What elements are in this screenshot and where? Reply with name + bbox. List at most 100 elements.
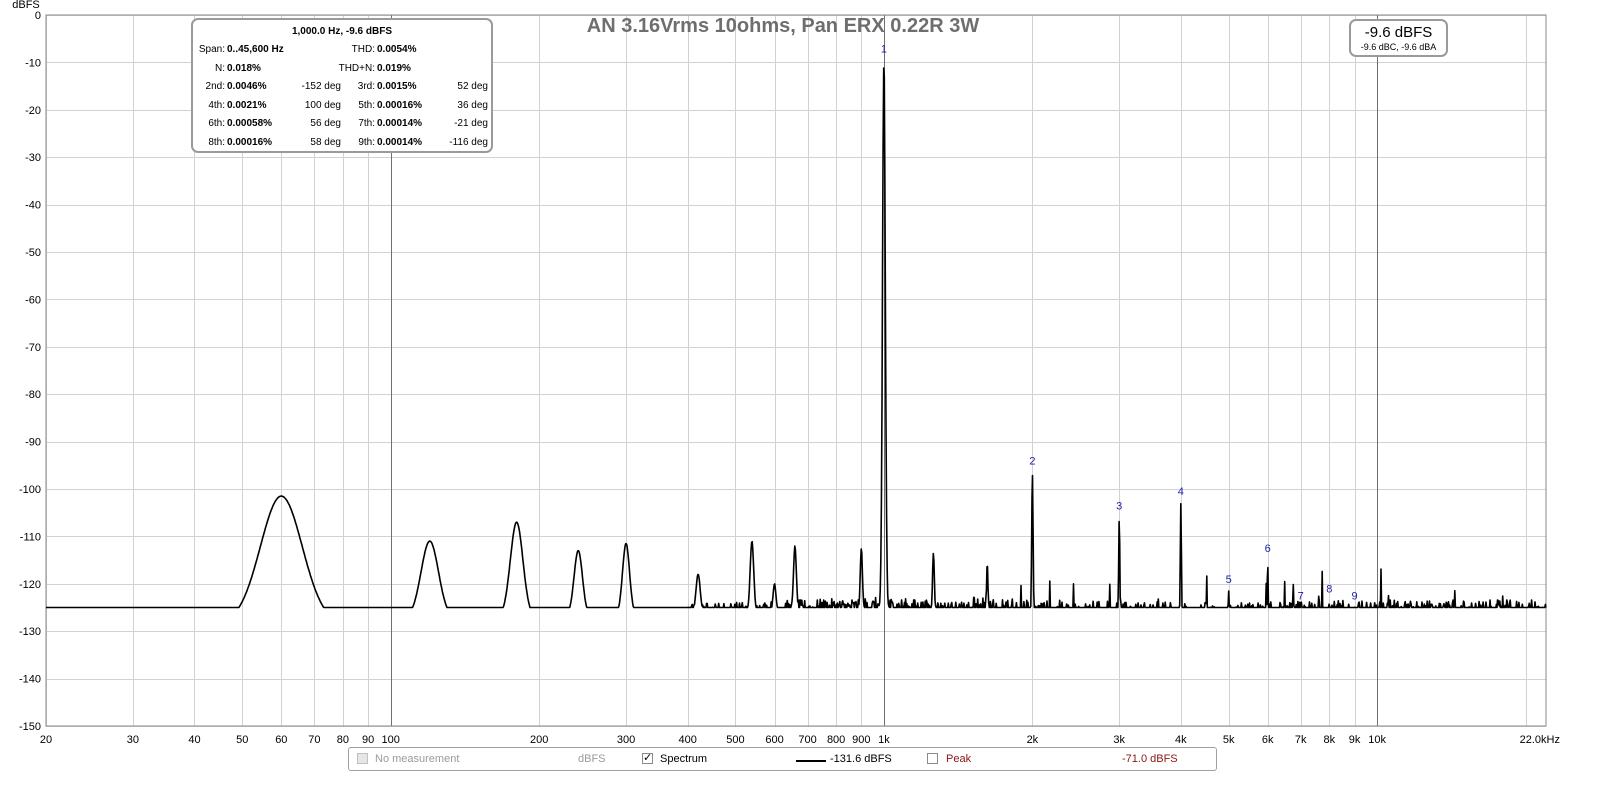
plot-frame bbox=[45, 14, 1547, 727]
y-tick-label: -40 bbox=[25, 200, 41, 212]
thdn-value: 0.019% bbox=[377, 62, 411, 74]
x-axis-ticks: 20 30 40 50 60 70 80 90 100 200 300 400 500 600 700 800… bbox=[40, 734, 1560, 746]
x-tick-label: 500 bbox=[726, 734, 744, 746]
harmonic-l1-cell: 2nd: bbox=[205, 81, 225, 93]
thd-value: 0.0054% bbox=[377, 44, 417, 55]
y-tick-label: -90 bbox=[25, 437, 41, 449]
harmonic-l2-cell: 3rd: bbox=[357, 81, 375, 93]
x-tick-label: 70 bbox=[308, 734, 320, 746]
harmonic-marker-label: 3 bbox=[1116, 500, 1122, 512]
span-label: Span: bbox=[198, 44, 225, 55]
distortion-info-panel: 1,000.0 Hz, -9.6 dBFS Span: 0..45,600 Hz… bbox=[191, 18, 493, 153]
x-tick-label: 900 bbox=[852, 734, 870, 746]
thd-label: THD: bbox=[351, 44, 375, 55]
harmonic-l2-cell: 9th: bbox=[358, 136, 375, 148]
y-tick-label: -130 bbox=[19, 626, 41, 638]
harmonic-d1-cell: -152 deg bbox=[301, 81, 341, 93]
harmonic-marker-label: 5 bbox=[1226, 574, 1232, 586]
harmonic-v2-cell: 0.0015% bbox=[377, 81, 417, 93]
spectrum-legend-label: Spectrum bbox=[660, 753, 708, 765]
harmonic-marker-label: 7 bbox=[1298, 591, 1304, 603]
n-value: 0.018% bbox=[227, 62, 261, 74]
y-tick-label: -110 bbox=[20, 531, 41, 543]
harmonic-d1-cell: 56 deg bbox=[310, 118, 341, 130]
harmonic-marker-label: 4 bbox=[1178, 486, 1184, 498]
peak-legend-value: -71.0 dBFS bbox=[1122, 753, 1178, 765]
harmonic-d2-cell: -21 deg bbox=[454, 118, 488, 130]
harmonic-v1-cell: 0.00058% bbox=[227, 118, 273, 130]
y-tick-label: -60 bbox=[25, 294, 41, 306]
x-tick-label: 30 bbox=[127, 734, 139, 746]
y-tick-label: 0 bbox=[35, 10, 41, 22]
x-tick-label: 300 bbox=[617, 734, 635, 746]
x-tick-label: 200 bbox=[530, 734, 548, 746]
x-tick-label: 9k bbox=[1349, 734, 1361, 746]
x-tick-label: 3k bbox=[1113, 734, 1125, 746]
level-main: -9.6 dBFS bbox=[1364, 24, 1433, 41]
spectrum-swatch bbox=[796, 760, 826, 762]
y-tick-label: -70 bbox=[25, 342, 41, 354]
harmonic-markers: 1 2 3 4 5 6 7 8 9 bbox=[881, 44, 1358, 603]
harmonic-marker-label: 1 bbox=[881, 44, 887, 56]
x-tick-label: 8k bbox=[1324, 734, 1336, 746]
spectrum-legend-value: -131.6 dBFS bbox=[830, 753, 892, 765]
chart-title: AN 3.16Vrms 10ohms, Pan ERX 0.22R 3W bbox=[587, 15, 980, 37]
x-tick-label: 20 bbox=[40, 734, 52, 746]
harmonic-l1-cell: 4th: bbox=[208, 99, 225, 111]
harmonic-d1-cell: 100 deg bbox=[304, 99, 341, 111]
harmonic-d2-cell: 36 deg bbox=[457, 99, 488, 111]
harmonic-d2-cell: 52 deg bbox=[457, 81, 488, 93]
thdn-label: THD+N: bbox=[338, 62, 375, 74]
harmonic-v2-cell: 0.00014% bbox=[377, 118, 423, 130]
n-label: N: bbox=[215, 62, 225, 74]
check-icon: ✓ bbox=[643, 752, 653, 764]
x-tick-label: 40 bbox=[188, 734, 200, 746]
harmonic-d2-cell: -116 deg bbox=[449, 136, 488, 148]
harmonic-marker-label: 2 bbox=[1029, 455, 1035, 467]
harmonic-v2-cell: 0.00014% bbox=[377, 136, 423, 148]
peak-checkbox[interactable] bbox=[927, 753, 938, 764]
x-tick-label: 600 bbox=[765, 734, 783, 746]
harmonic-l2-cell: 7th: bbox=[358, 118, 375, 130]
y-tick-label: -30 bbox=[25, 152, 41, 164]
y-tick-label: -140 bbox=[19, 674, 41, 686]
harmonic-l2-cell: 5th: bbox=[358, 99, 375, 111]
y-tick-label: -120 bbox=[19, 579, 41, 591]
harmonic-l1-cell: 6th: bbox=[208, 118, 225, 130]
no-measurement-label: No measurement bbox=[375, 753, 460, 765]
x-tick-label: 800 bbox=[827, 734, 845, 746]
y-tick-label: -10 bbox=[25, 57, 41, 69]
harmonic-marker-label: 9 bbox=[1351, 591, 1357, 603]
level-sub: -9.6 dBC, -9.6 dBA bbox=[1360, 42, 1437, 52]
harmonic-v1-cell: 0.0021% bbox=[227, 99, 267, 111]
x-tick-label: 22.0kHz bbox=[1520, 734, 1560, 746]
x-tick-label: 700 bbox=[798, 734, 816, 746]
x-tick-label: 60 bbox=[275, 734, 287, 746]
x-tick-label: 5k bbox=[1223, 734, 1235, 746]
x-tick-label: 6k bbox=[1262, 734, 1274, 746]
x-tick-label: 1k bbox=[878, 734, 890, 746]
x-tick-label: 10k bbox=[1368, 734, 1386, 746]
y-axis-ticks: 0 -10 -20 -30 -40 -50 -60 -70 -80 -90 -100 -110 -120… bbox=[19, 10, 41, 733]
harmonic-v1-cell: 0.00016% bbox=[227, 136, 273, 148]
harmonic-v1-cell: 0.0046% bbox=[227, 81, 267, 93]
y-axis-label: dBFS bbox=[12, 0, 40, 11]
y-tick-label: -100 bbox=[19, 484, 41, 496]
harmonic-marker-label: 6 bbox=[1265, 543, 1271, 555]
y-tick-label: -20 bbox=[25, 105, 41, 117]
x-tick-label: 90 bbox=[362, 734, 374, 746]
level-readout: -9.6 dBFS -9.6 dBC, -9.6 dBA bbox=[1349, 19, 1448, 57]
y-tick-label: -50 bbox=[25, 247, 41, 259]
y-tick-label: -80 bbox=[25, 389, 41, 401]
info-header: 1,000.0 Hz, -9.6 dBFS bbox=[291, 26, 393, 37]
x-tick-label: 7k bbox=[1295, 734, 1307, 746]
spectrum-checkbox[interactable]: ✓ bbox=[642, 753, 653, 764]
x-tick-label: 400 bbox=[678, 734, 696, 746]
x-tick-label: 80 bbox=[337, 734, 349, 746]
x-tick-label: 2k bbox=[1027, 734, 1039, 746]
legend-bar: No measurement dBFS ✓ Spectrum -131.6 dB… bbox=[348, 747, 1217, 771]
spectrum-series-line bbox=[45, 67, 1547, 609]
harmonic-v2-cell: 0.00016% bbox=[377, 99, 423, 111]
no-measurement-checkbox[interactable] bbox=[357, 753, 368, 764]
